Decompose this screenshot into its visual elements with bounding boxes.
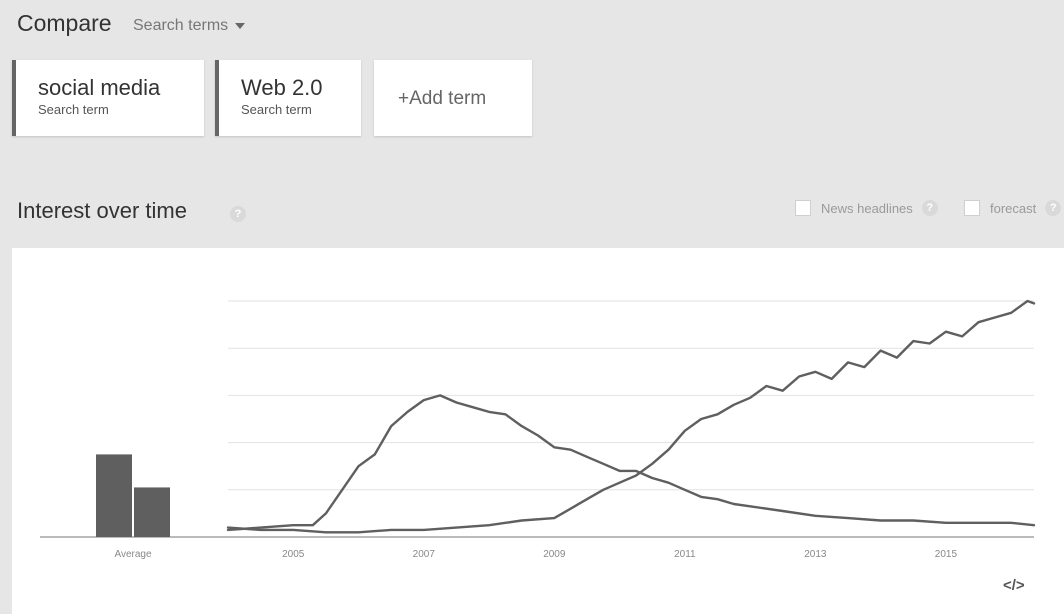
series-line-1 [226,299,1036,534]
average-bar [134,487,170,537]
average-bar [96,454,132,537]
search-terms-dropdown[interactable]: Search terms [133,17,246,35]
news-headlines-option[interactable]: News headlines ? [795,200,938,216]
forecast-option[interactable]: forecast ? [964,200,1062,216]
caret-down-icon [235,22,246,29]
help-icon[interactable]: ? [1045,200,1062,216]
chart-panel [12,248,1064,614]
checkbox[interactable] [964,200,980,216]
section-title: Interest over time [17,198,187,223]
add-term-label: +Add term [398,88,487,109]
term-name: social media [38,75,161,100]
term-kind: Search term [241,102,312,117]
x-tick-label: 2013 [804,549,827,560]
term-card-1[interactable]: social media Search term [12,60,204,136]
search-terms-label: Search terms [133,17,229,34]
x-tick-label: 2007 [413,549,436,560]
x-tick-label: 2011 [674,549,696,560]
forecast-label: forecast [990,200,1037,216]
term-name: Web 2.0 [241,75,323,100]
news-headlines-label: News headlines [821,200,913,216]
help-icon[interactable]: ? [230,206,246,222]
checkbox[interactable] [795,200,811,216]
term-card-2[interactable]: Web 2.0 Search term [215,60,361,136]
add-term-button[interactable]: +Add term [374,60,532,136]
average-label: Average [114,549,152,560]
x-tick-label: 2009 [543,549,566,560]
term-kind: Search term [38,102,109,117]
x-tick-label: 2005 [282,549,305,560]
help-icon[interactable]: ? [921,200,938,216]
compare-title: Compare [17,10,112,36]
series-line-2 [226,394,1036,532]
x-tick-label: 2015 [935,549,958,560]
embed-code-icon[interactable]: </> [1003,577,1025,594]
